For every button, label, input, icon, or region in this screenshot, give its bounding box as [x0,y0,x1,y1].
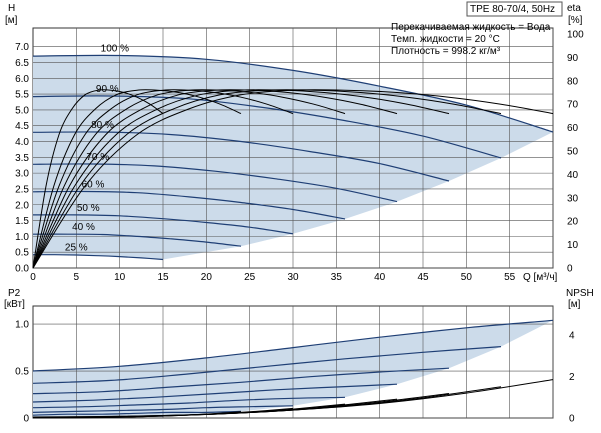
speed-curve-label: 50 % [77,203,100,214]
y2-tick-label: 80 [567,76,579,87]
npsh-tick-label: 2 [569,372,575,383]
p2-tick-label: 0.5 [15,367,29,378]
speed-curve-label: 25 % [65,243,88,254]
y2-tick-label: 100 [567,30,584,41]
power-curve [32,405,294,413]
x-tick-label: 30 [287,272,299,283]
title-box [466,1,563,17]
speed-curve-label: 90 % [96,84,119,95]
npsh-tick-label: 4 [569,330,575,341]
y-tick-label: 1.5 [15,216,29,227]
y-tick-label: 7.0 [15,42,29,53]
y-tick-label: 0.0 [15,264,29,275]
y-tick-label: 5.5 [15,90,29,101]
speed-curve [32,163,398,203]
npsh-axis-label: NPSH [566,288,594,299]
x-tick-label: 35 [331,272,343,283]
y-tick-label: 2.0 [15,200,29,211]
speed-curve [32,54,554,133]
y-tick-label: 3.5 [15,153,29,164]
y-tick-label: 3.0 [15,169,29,180]
npsh-axis-unit: [м] [568,299,581,310]
p2-tick-label: 1.0 [15,320,29,331]
y2-tick-label: 30 [567,193,579,204]
y2-tick-label: 70 [567,100,579,111]
y-axis-label: H [8,3,15,14]
speed-curve [32,233,242,247]
y-tick-label: 5.0 [15,105,29,116]
y2-tick-label: 90 [567,53,579,64]
x-tick-label: 25 [244,272,256,283]
npsh-tick-label: 0 [569,414,575,425]
y2-tick-label: 10 [567,240,579,251]
x-tick-label: 20 [201,272,213,283]
y2-tick-label: 50 [567,147,579,158]
x-tick-label: 50 [461,272,473,283]
speed-curve-label: 60 % [82,179,105,190]
y2-axis-label: eta [567,3,581,14]
x-tick-label: 40 [374,272,386,283]
y2-axis-unit: [%] [568,15,583,26]
info-temperature: Темп. жидкости = 20 °C [391,34,500,45]
power-curve [32,396,346,409]
y-tick-label: 4.5 [15,121,29,132]
speed-curve [32,95,502,159]
y2-tick-label: 0 [567,264,573,275]
p2-axis-unit: [кВт] [4,299,25,310]
speed-curve [32,214,294,235]
speed-curve [32,190,346,220]
efficiency-curve [32,89,164,269]
x-tick-label: 0 [30,272,36,283]
x-tick-label: 5 [74,272,80,283]
power-curve [32,319,554,372]
y2-tick-label: 20 [567,217,579,228]
power-curve [32,383,398,403]
y-tick-label: 2.5 [15,184,29,195]
x-tick-label: 10 [114,272,126,283]
speed-curve [33,254,164,261]
npsh-curve [33,415,164,419]
y-tick-label: 0.5 [15,248,29,259]
y-axis-unit: [м] [5,15,18,26]
power-curve [32,346,502,384]
x-tick-label: 45 [417,272,429,283]
efficiency-curve [32,89,242,269]
chart-title: TPE 80-70/4, 50Hz [470,4,555,15]
y-tick-label: 4.0 [15,137,29,148]
speed-curve-label: 100 % [101,44,129,55]
y2-tick-label: 40 [567,170,579,181]
y-tick-label: 6.0 [15,74,29,85]
power-curve [32,410,242,416]
p2-axis-label: P2 [8,288,21,299]
x-tick-label: 55 [504,272,516,283]
speed-curve [32,131,450,182]
info-density: Плотность = 998.2 кг/м³ [391,46,501,57]
x-axis-label: Q [м³/ч] [523,272,558,283]
speed-curve-label: 40 % [72,222,95,233]
x-tick-label: 15 [157,272,169,283]
y-tick-label: 1.0 [15,232,29,243]
p2-tick-label: 0 [23,414,29,425]
info-liquid: Перекачиваемая жидкость = Вода [391,22,551,33]
y2-tick-label: 60 [567,123,579,134]
speed-curve-label: 80 % [91,120,114,131]
speed-curve-label: 70 % [86,152,109,163]
y-tick-label: 6.5 [15,58,29,69]
power-curve [32,367,450,395]
